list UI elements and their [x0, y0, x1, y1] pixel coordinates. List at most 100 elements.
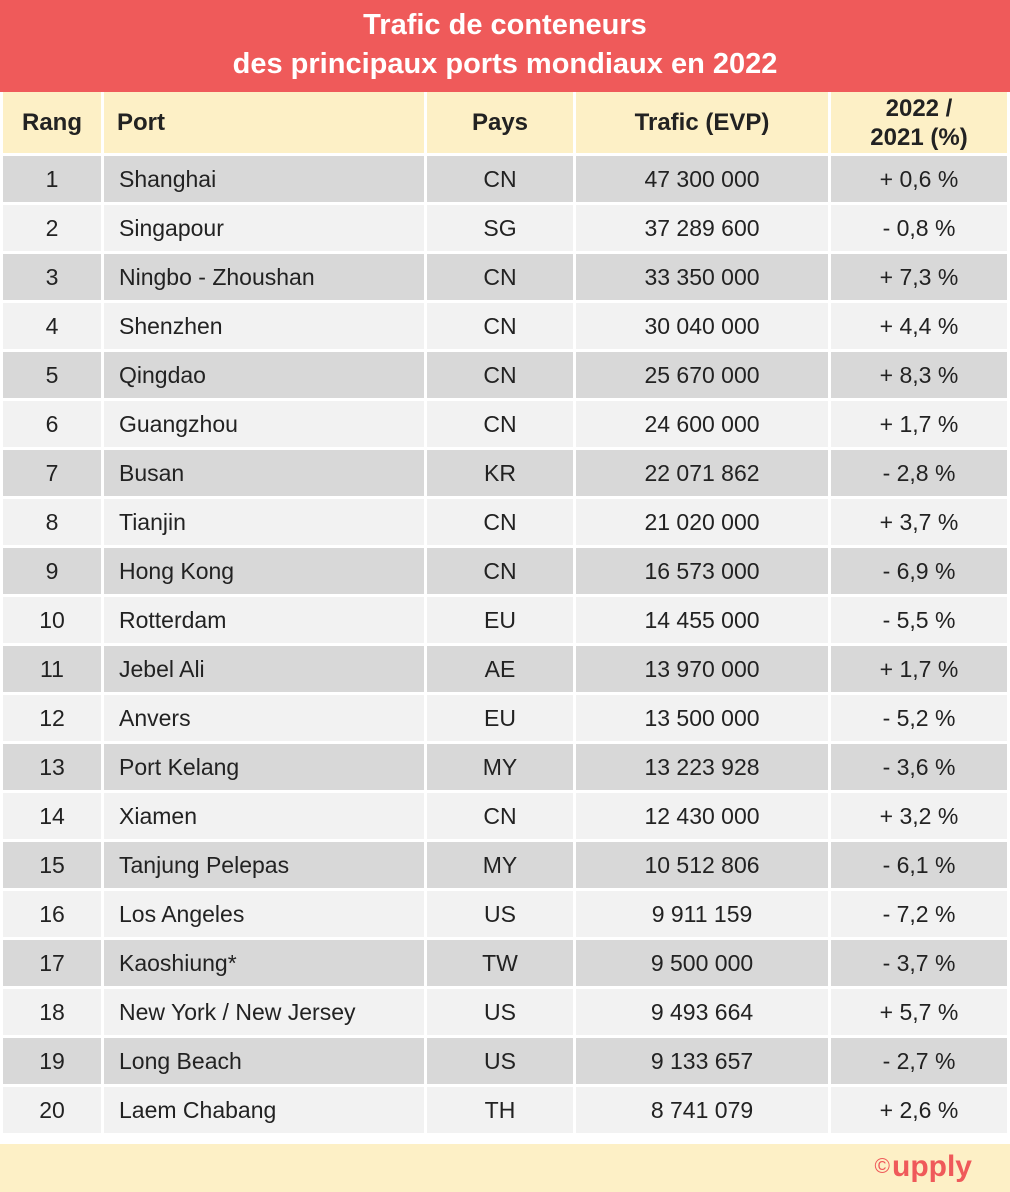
cell-trafic: 9 493 664: [576, 989, 828, 1038]
cell-rang: 5: [3, 352, 101, 401]
table-row: 16 Los Angeles US 9 911 159- 7,2 %: [3, 891, 1007, 940]
cell-port: Guangzhou: [104, 401, 424, 450]
cell-pays: CN: [427, 352, 573, 401]
cell-pays: CN: [427, 156, 573, 205]
cell-pays: MY: [427, 842, 573, 891]
table-row: 8 Tianjin CN 21 020 000 + 3,7 %: [3, 499, 1007, 548]
table-row: 10 Rotterdam EU 14 455 000- 5,5 %: [3, 597, 1007, 646]
cell-trafic: 12 430 000: [576, 793, 828, 842]
cell-rang: 3: [3, 254, 101, 303]
table-row: 2 Singapour SG 37 289 600- 0,8 %: [3, 205, 1007, 254]
cell-variation: + 3,7 %: [831, 499, 1007, 548]
cell-variation: + 1,7 %: [831, 646, 1007, 695]
cell-rang: 9: [3, 548, 101, 597]
table-row: 4 Shenzhen CN 30 040 000 + 4,4 %: [3, 303, 1007, 352]
cell-rang: 7: [3, 450, 101, 499]
cell-pays: EU: [427, 695, 573, 744]
cell-variation: + 8,3 %: [831, 352, 1007, 401]
cell-variation: + 2,6 %: [831, 1087, 1007, 1136]
cell-trafic: 37 289 600: [576, 205, 828, 254]
cell-port: Xiamen: [104, 793, 424, 842]
header-port: Port: [104, 92, 424, 156]
table-row: 1 Shanghai CN 47 300 000 + 0,6 %: [3, 156, 1007, 205]
cell-port: Jebel Ali: [104, 646, 424, 695]
cell-rang: 20: [3, 1087, 101, 1136]
cell-trafic: 30 040 000: [576, 303, 828, 352]
table-row: 5 Qingdao CN 25 670 000 + 8,3 %: [3, 352, 1007, 401]
table-row: 15 Tanjung Pelepas MY 10 512 806- 6,1 %: [3, 842, 1007, 891]
cell-pays: SG: [427, 205, 573, 254]
cell-port: Ningbo - Zhoushan: [104, 254, 424, 303]
cell-trafic: 9 500 000: [576, 940, 828, 989]
cell-trafic: 13 500 000: [576, 695, 828, 744]
cell-pays: CN: [427, 303, 573, 352]
header-variation: 2022 / 2021 (%): [831, 92, 1007, 156]
table-row: 18 New York / New Jersey US 9 493 664 + 5,7 …: [3, 989, 1007, 1038]
cell-variation: - 5,5 %: [831, 597, 1007, 646]
table-header-row: Rang Port Pays Trafic (EVP) 2022 / 2021 …: [3, 92, 1007, 156]
cell-variation: - 7,2 %: [831, 891, 1007, 940]
cell-port: Port Kelang: [104, 744, 424, 793]
cell-port: Kaoshiung*: [104, 940, 424, 989]
cell-variation: - 6,9 %: [831, 548, 1007, 597]
cell-rang: 13: [3, 744, 101, 793]
cell-pays: AE: [427, 646, 573, 695]
cell-rang: 11: [3, 646, 101, 695]
cell-pays: US: [427, 891, 573, 940]
cell-rang: 15: [3, 842, 101, 891]
cell-port: Shenzhen: [104, 303, 424, 352]
cell-variation: - 3,7 %: [831, 940, 1007, 989]
cell-rang: 8: [3, 499, 101, 548]
table-row: 7 Busan KR 22 071 862- 2,8 %: [3, 450, 1007, 499]
header-rang: Rang: [3, 92, 101, 156]
cell-rang: 2: [3, 205, 101, 254]
cell-port: Los Angeles: [104, 891, 424, 940]
copyright-icon: ©: [874, 1155, 890, 1178]
brand-name: upply: [892, 1150, 972, 1183]
cell-port: Qingdao: [104, 352, 424, 401]
table-row: 17 Kaoshiung* TW 9 500 000- 3,7 %: [3, 940, 1007, 989]
cell-trafic: 14 455 000: [576, 597, 828, 646]
table-row: 11 Jebel Ali AE 13 970 000 + 1,7 %: [3, 646, 1007, 695]
cell-trafic: 25 670 000: [576, 352, 828, 401]
cell-pays: CN: [427, 401, 573, 450]
cell-rang: 18: [3, 989, 101, 1038]
cell-variation: + 5,7 %: [831, 989, 1007, 1038]
cell-trafic: 10 512 806: [576, 842, 828, 891]
cell-pays: KR: [427, 450, 573, 499]
cell-rang: 19: [3, 1038, 101, 1087]
table-row: 19 Long Beach US 9 133 657- 2,7 %: [3, 1038, 1007, 1087]
table-row: 3 Ningbo - Zhoushan CN 33 350 000 + 7,3 %: [3, 254, 1007, 303]
cell-trafic: 13 970 000: [576, 646, 828, 695]
footer-band: ©upply: [0, 1144, 1010, 1192]
header-variation-line-2: 2021 (%): [870, 123, 968, 151]
cell-trafic: 9 911 159: [576, 891, 828, 940]
cell-port: Anvers: [104, 695, 424, 744]
cell-pays: CN: [427, 548, 573, 597]
cell-variation: - 3,6 %: [831, 744, 1007, 793]
title-line-1: Trafic de conteneurs: [363, 9, 647, 41]
upply-logo: ©upply: [875, 1148, 972, 1186]
header-pays: Pays: [427, 92, 573, 156]
cell-trafic: 47 300 000: [576, 156, 828, 205]
ports-table: Rang Port Pays Trafic (EVP) 2022 / 2021 …: [0, 92, 1010, 1136]
cell-trafic: 33 350 000: [576, 254, 828, 303]
cell-port: Shanghai: [104, 156, 424, 205]
cell-pays: EU: [427, 597, 573, 646]
cell-pays: CN: [427, 254, 573, 303]
cell-port: Tanjung Pelepas: [104, 842, 424, 891]
cell-variation: + 3,2 %: [831, 793, 1007, 842]
cell-variation: - 6,1 %: [831, 842, 1007, 891]
cell-variation: - 2,8 %: [831, 450, 1007, 499]
cell-port: Busan: [104, 450, 424, 499]
cell-pays: US: [427, 1038, 573, 1087]
cell-variation: + 4,4 %: [831, 303, 1007, 352]
cell-rang: 12: [3, 695, 101, 744]
cell-trafic: 13 223 928: [576, 744, 828, 793]
cell-pays: CN: [427, 499, 573, 548]
cell-variation: - 5,2 %: [831, 695, 1007, 744]
table-row: 6 Guangzhou CN 24 600 000 + 1,7 %: [3, 401, 1007, 450]
cell-pays: MY: [427, 744, 573, 793]
chart-title: Trafic de conteneurs des principaux port…: [0, 0, 1010, 92]
